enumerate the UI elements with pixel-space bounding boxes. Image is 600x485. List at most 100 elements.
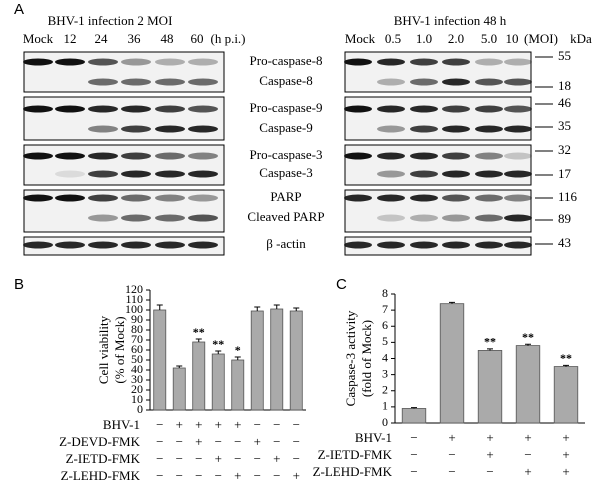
band [377, 58, 405, 66]
treatment-sign: − [156, 417, 163, 432]
lane-label: 2.0 [448, 31, 464, 46]
treatment-sign: − [410, 447, 417, 462]
bar [211, 353, 225, 411]
band [155, 105, 185, 113]
band [410, 170, 438, 178]
band [442, 194, 470, 202]
error-bar [525, 343, 531, 346]
y-tick-label: 5 [382, 334, 388, 348]
band [504, 194, 532, 202]
bar [153, 309, 167, 411]
treatment-sign: − [273, 417, 280, 432]
treatment-sign: − [524, 447, 531, 462]
error-bar [411, 407, 417, 409]
band [377, 78, 405, 86]
band [442, 105, 470, 113]
treatment-sign: − [176, 468, 183, 483]
error-bar [215, 350, 222, 354]
mw-label: 35 [558, 118, 571, 133]
treatment-sign: − [195, 451, 202, 466]
band [442, 152, 470, 160]
band [188, 78, 218, 86]
error-bar [195, 338, 202, 342]
treatment-sign: − [254, 451, 261, 466]
treatment-sign: + [293, 468, 300, 483]
band [442, 78, 470, 86]
treatment-label: Z-IETD-FMK [318, 447, 393, 462]
error-bar [234, 356, 241, 360]
band [155, 78, 185, 86]
band [344, 241, 372, 249]
y-tick-label: 30 [131, 372, 143, 386]
lane-label: Mock [23, 31, 54, 46]
band [88, 241, 118, 249]
treatment-sign: − [254, 417, 261, 432]
lane-label: 1.0 [416, 31, 432, 46]
treatment-sign: − [176, 451, 183, 466]
bar [477, 350, 503, 424]
band [475, 241, 503, 249]
treatment-sign: + [524, 430, 531, 445]
bar [270, 308, 284, 411]
band [55, 58, 85, 66]
bar [439, 303, 465, 424]
y-tick-label: 50 [131, 352, 143, 366]
y-axis-label: (fold of Mock) [359, 320, 374, 397]
band [410, 125, 438, 133]
band [475, 105, 503, 113]
protein-label: Cleaved PARP [247, 209, 324, 224]
band [377, 241, 405, 249]
band [410, 78, 438, 86]
band [121, 78, 151, 86]
error-bar [563, 364, 569, 367]
blot-title: BHV-1 infection 2 MOI [48, 13, 173, 28]
treatment-sign: + [195, 434, 202, 449]
treatment-sign: − [273, 434, 280, 449]
protein-label: Caspase-8 [259, 73, 312, 88]
blot-frame [344, 96, 532, 141]
band [377, 125, 405, 133]
band [188, 125, 218, 133]
lane-label: 36 [128, 31, 142, 46]
bar [231, 359, 245, 411]
mw-label: 116 [558, 189, 578, 204]
band [188, 105, 218, 113]
band [121, 241, 151, 249]
treatment-label: Z-DEVD-FMK [59, 434, 140, 449]
lane-label: 48 [161, 31, 174, 46]
protein-label: Pro-caspase-8 [250, 53, 323, 68]
band [475, 152, 503, 160]
band [504, 58, 532, 66]
treatment-label: BHV-1 [103, 417, 140, 432]
bar [515, 345, 541, 424]
y-axis-label: Cell viability [96, 315, 111, 384]
treatment-sign: + [562, 430, 569, 445]
treatment-sign: − [410, 464, 417, 479]
treatment-label: BHV-1 [355, 430, 392, 445]
protein-label: PARP [270, 189, 301, 204]
significance: ** [212, 337, 224, 351]
panel-label: B [14, 276, 24, 293]
treatment-sign: − [448, 447, 455, 462]
treatment-sign: + [562, 464, 569, 479]
treatment-label: Z-LEHD-FMK [313, 464, 393, 479]
band [475, 194, 503, 202]
treatment-sign: − [410, 430, 417, 445]
treatment-label: Z-IETD-FMK [66, 451, 141, 466]
treatment-sign: − [176, 434, 183, 449]
band [88, 78, 118, 86]
treatment-sign: − [273, 468, 280, 483]
band [23, 105, 53, 113]
band [188, 58, 218, 66]
y-tick-label: 100 [125, 302, 143, 316]
y-tick-label: 0 [382, 415, 388, 429]
band [121, 170, 151, 178]
treatment-sign: + [254, 434, 261, 449]
band [344, 105, 372, 113]
band [377, 105, 405, 113]
bar [401, 408, 427, 424]
significance: ** [193, 325, 205, 339]
band [23, 152, 53, 160]
band [504, 152, 532, 160]
band [410, 241, 438, 249]
